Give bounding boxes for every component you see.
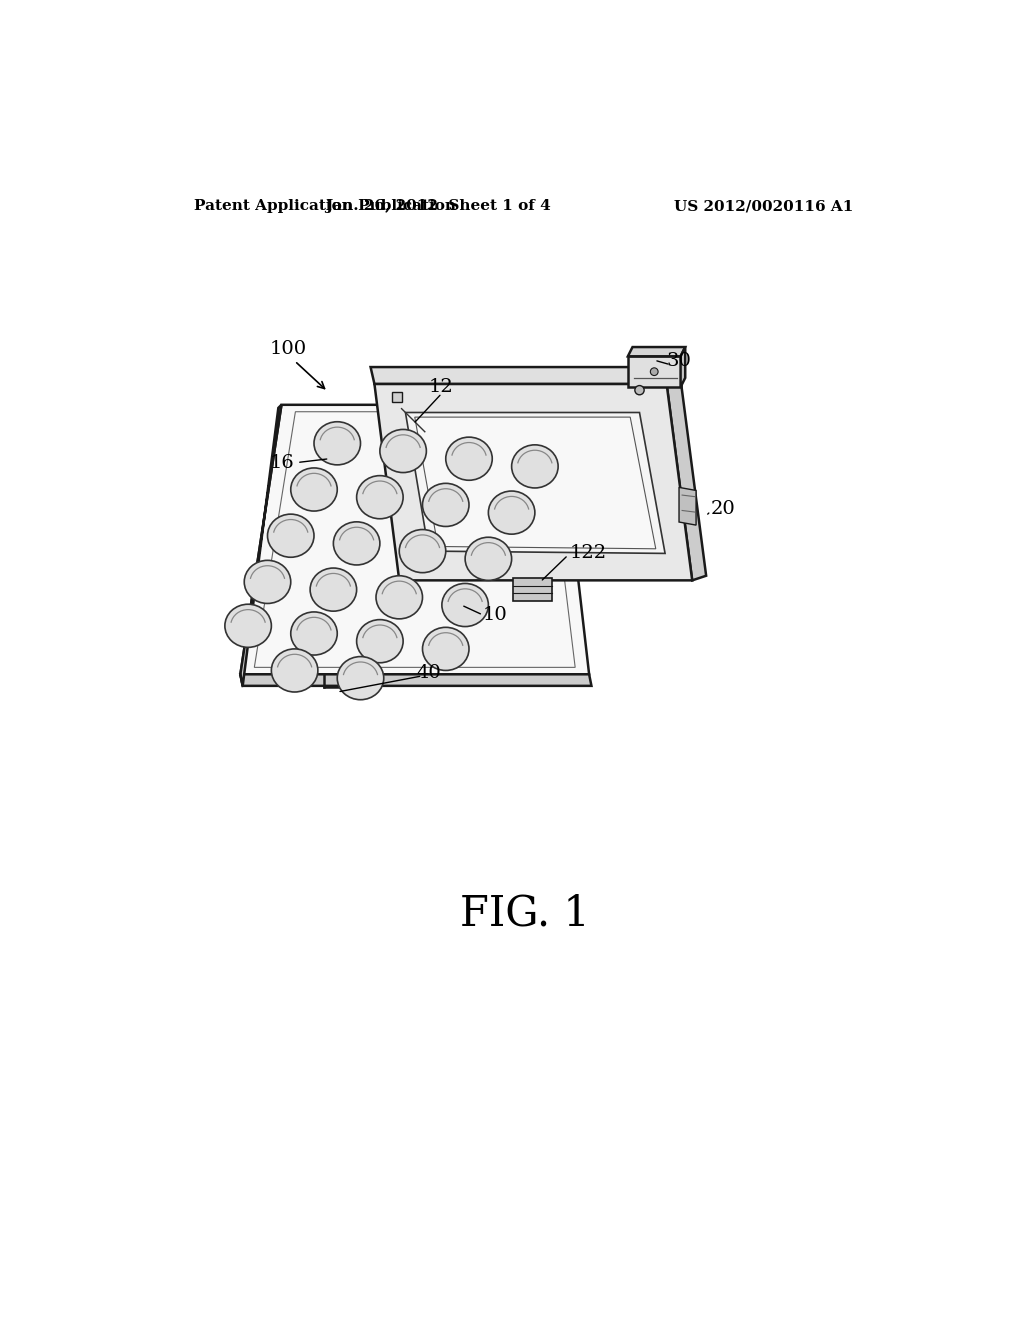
Text: US 2012/0020116 A1: US 2012/0020116 A1 [674,199,853,213]
Ellipse shape [512,445,558,488]
Circle shape [635,385,644,395]
Ellipse shape [271,649,317,692]
Text: 20: 20 [711,500,735,517]
Polygon shape [681,347,685,387]
Polygon shape [241,405,589,675]
Ellipse shape [291,469,337,511]
Text: 100: 100 [270,339,307,358]
Circle shape [650,368,658,376]
Ellipse shape [356,619,403,663]
Ellipse shape [423,483,469,527]
Ellipse shape [423,627,469,671]
Text: 40: 40 [417,664,441,681]
Polygon shape [371,367,673,384]
Polygon shape [513,578,552,601]
Ellipse shape [334,521,380,565]
Polygon shape [406,412,665,553]
Ellipse shape [380,429,426,473]
Ellipse shape [465,537,512,581]
Ellipse shape [399,529,445,573]
Text: 16: 16 [270,454,295,471]
Ellipse shape [488,491,535,535]
Text: Jan. 26, 2012  Sheet 1 of 4: Jan. 26, 2012 Sheet 1 of 4 [326,199,551,213]
Ellipse shape [337,656,384,700]
Polygon shape [415,417,655,549]
Text: FIG. 1: FIG. 1 [460,892,590,935]
Ellipse shape [267,515,314,557]
Ellipse shape [314,422,360,465]
Polygon shape [391,392,402,403]
Polygon shape [679,487,696,525]
Text: 30: 30 [667,352,691,370]
Polygon shape [375,384,692,581]
Polygon shape [628,347,685,356]
Text: 12: 12 [429,378,454,396]
Polygon shape [241,675,592,686]
Ellipse shape [442,583,488,627]
Polygon shape [628,356,681,387]
Polygon shape [667,379,707,581]
Ellipse shape [310,568,356,611]
Ellipse shape [356,475,403,519]
Polygon shape [241,405,282,686]
Text: 10: 10 [483,606,508,624]
Text: Patent Application Publication: Patent Application Publication [194,199,456,213]
Ellipse shape [445,437,493,480]
Text: 122: 122 [569,544,607,561]
Ellipse shape [376,576,423,619]
Ellipse shape [245,561,291,603]
Ellipse shape [225,605,271,647]
Ellipse shape [291,612,337,655]
